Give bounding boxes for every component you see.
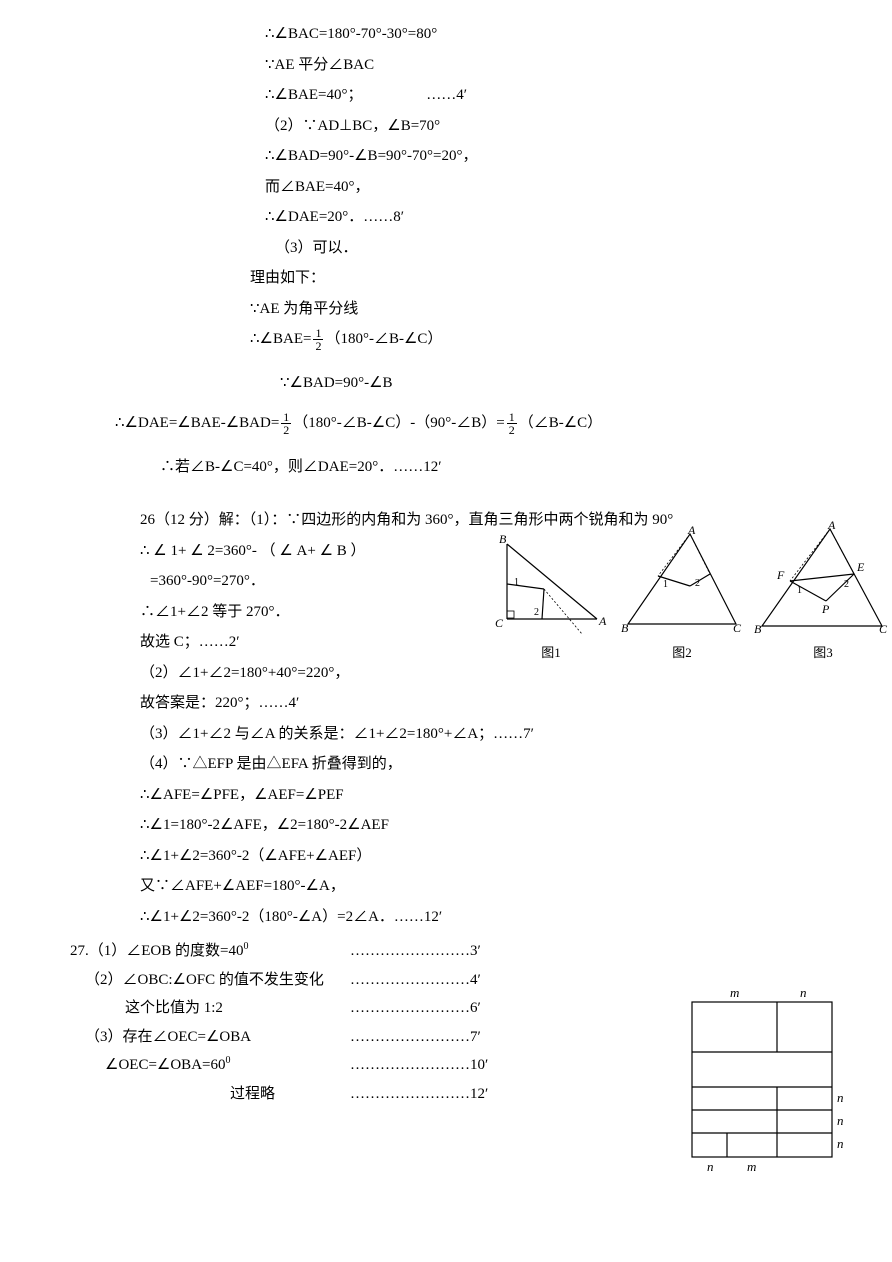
label-m: m (730, 985, 739, 1000)
text: （2）∠OBC:∠OFC 的值不发生变化 (85, 966, 365, 995)
fig-caption: 图3 (813, 641, 833, 666)
step-line: ∴∠1=180°-2∠AFE，∠2=180°-2∠AEF (140, 811, 822, 840)
label-1: 1 (663, 579, 668, 590)
figure-1: B C A 1 2 图1 (492, 529, 610, 666)
label-n: n (837, 1136, 844, 1151)
step-line: ∴∠AFE=∠PFE，∠AEF=∠PEF (140, 781, 822, 810)
triangle-fold-1-svg: B C A 1 2 (492, 529, 610, 639)
fraction-half: 12 (281, 411, 291, 436)
score-mark: ……………………7′ (350, 1023, 550, 1052)
figures-container: B C A 1 2 图1 A B C 1 2 图2 (492, 516, 882, 666)
triangle-fold-3-svg: A B C F E P 1 2 (754, 521, 892, 639)
label-2: 2 (695, 578, 700, 589)
figure-27: m n n n n n m (682, 982, 847, 1172)
degree-sup: 0 (225, 1055, 230, 1066)
triangle-fold-2-svg: A B C 1 2 (618, 524, 746, 639)
step-row: 27.（1）∠EOB 的度数=400 ……………………3′ (70, 937, 822, 966)
rectangle-partition-svg: m n n n n n m (682, 982, 847, 1172)
label-n: n (837, 1113, 844, 1128)
label-C: C (495, 616, 504, 630)
step-line: （3）可以． (275, 234, 822, 263)
label-1: 1 (797, 585, 802, 596)
step-line: ∴∠BAD=90°-∠B=90°-70°=20°， (265, 142, 822, 171)
step-line: ∴∠BAE=40°； ……4′ (265, 81, 822, 110)
fraction-half: 12 (507, 411, 517, 436)
step-line: ∴∠DAE=∠BAE-∠BAD=12（180°-∠B-∠C）-（90°-∠B）=… (115, 409, 822, 438)
text: ∴∠BAE= (250, 331, 311, 347)
label-A: A (827, 521, 836, 532)
label-B: B (621, 621, 629, 635)
score-mark: ……………………6′ (350, 994, 550, 1023)
score-mark: ……4′ (426, 87, 467, 103)
label-1: 1 (514, 577, 519, 588)
label-C: C (733, 621, 742, 635)
text: 27.（1）∠EOB 的度数=40 (70, 943, 243, 959)
label-E: E (856, 560, 865, 574)
label-n: n (707, 1159, 714, 1172)
figure-2: A B C 1 2 图2 (618, 524, 746, 666)
step-line: （4）∵△EFP 是由△EFA 折叠得到的， (140, 750, 822, 779)
fraction-half: 12 (313, 327, 323, 352)
text: （∠B-∠C） (519, 415, 602, 431)
label-C: C (879, 622, 888, 636)
step-line: 而∠BAE=40°， (265, 173, 822, 202)
text: （180°-∠B-∠C）-（90°-∠B）= (293, 415, 504, 431)
score-mark: ……………………4′ (350, 966, 550, 995)
step-line: 故答案是：220°；……4′ (140, 689, 822, 718)
step-line: ∵AE 平分∠BAC (265, 51, 822, 80)
step-line: ∴若∠B-∠C=40°，则∠DAE=20°．……12′ (160, 453, 822, 482)
step-line: （2）∵AD⊥BC，∠B=70° (265, 112, 822, 141)
label-F: F (776, 568, 785, 582)
text: ∴∠BAE=40°； (265, 87, 362, 103)
step-line: ∴∠BAC=180°-70°-30°=80° (265, 20, 822, 49)
step-line: 理由如下： (250, 264, 822, 293)
fig-caption: 图1 (541, 641, 561, 666)
step-line: ∵∠BAD=90°-∠B (280, 369, 822, 398)
text: （180°-∠B-∠C） (325, 331, 442, 347)
score-mark: ……………………12′ (350, 1080, 550, 1109)
label-A: A (598, 614, 607, 628)
step-line: （3）∠1+∠2 与∠A 的关系是：∠1+∠2=180°+∠A；……7′ (140, 720, 822, 749)
degree-sup: 0 (243, 941, 248, 952)
figure-3: A B C F E P 1 2 图3 (754, 521, 892, 666)
label-A: A (687, 524, 696, 537)
solution-25: ∴∠BAC=180°-70°-30°=80° ∵AE 平分∠BAC ∴∠BAE=… (265, 20, 822, 354)
step-line: ∴∠1+∠2=360°-2（∠AFE+∠AEF） (140, 842, 822, 871)
label-2: 2 (534, 607, 539, 618)
text: （3）存在∠OEC=∠OBA (85, 1023, 365, 1052)
solution-26: 26（12 分）解：（1）：∵四边形的内角和为 360°，直角三角形中两个锐角和… (140, 506, 822, 931)
step-line: ∵AE 为角平分线 (250, 295, 822, 324)
step-line: 又∵∠AFE+∠AEF=180°-∠A， (140, 872, 822, 901)
label-n: n (800, 985, 807, 1000)
score-mark: ……………………3′ (350, 937, 550, 966)
step-line: ∴∠DAE=20°．……8′ (265, 203, 822, 232)
label-m: m (747, 1159, 756, 1172)
label-n: n (837, 1090, 844, 1105)
text: ∴∠DAE=∠BAE-∠BAD= (115, 415, 279, 431)
step-line: ∴∠1+∠2=360°-2（180°-∠A）=2∠A．……12′ (140, 903, 822, 932)
score-mark: ……………………10′ (350, 1051, 550, 1080)
text: ∠OEC=∠OBA=60 (105, 1057, 225, 1073)
label-B: B (499, 532, 507, 546)
label-P: P (821, 602, 830, 616)
fig-caption: 图2 (672, 641, 692, 666)
label-B: B (754, 622, 762, 636)
step-line: ∴∠BAE=12（180°-∠B-∠C） (250, 325, 822, 354)
label-2: 2 (844, 579, 849, 590)
